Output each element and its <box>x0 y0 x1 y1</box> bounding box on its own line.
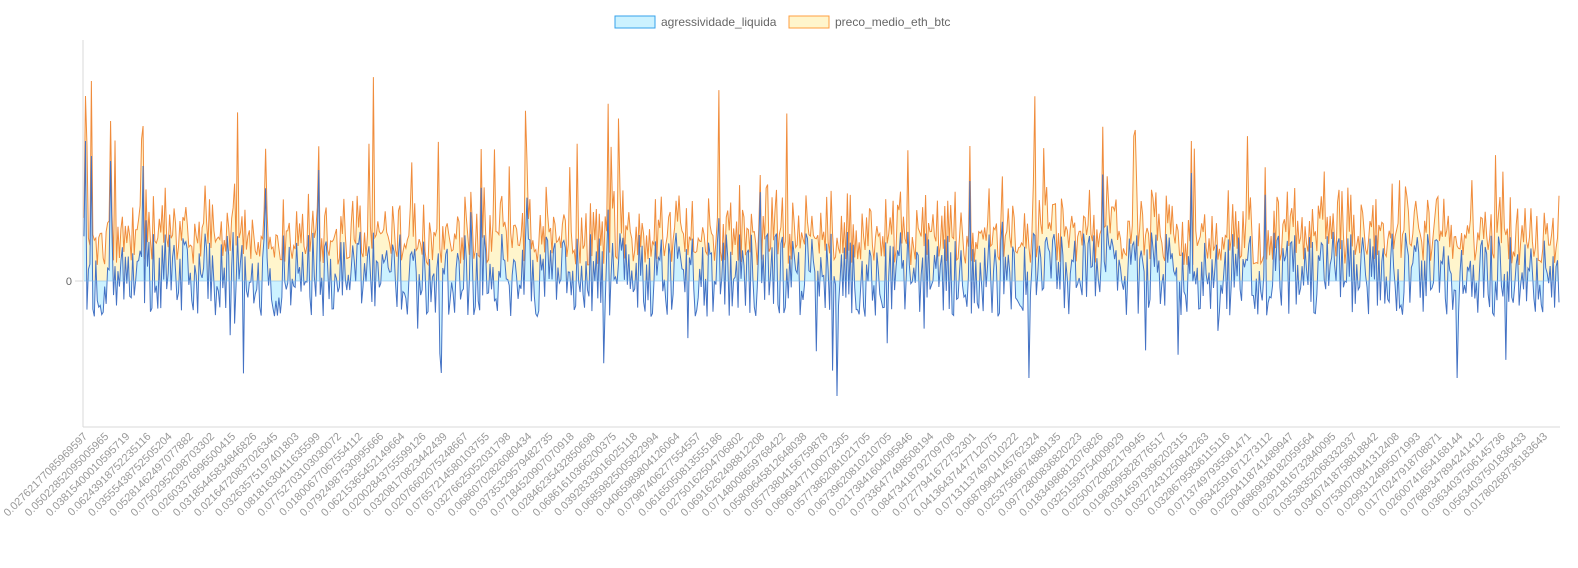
legend-swatch-preco-medio-eth-btc[interactable] <box>788 15 830 29</box>
x-tick-labels: 0.027621770859695970.050228520950059650.… <box>2 431 1551 520</box>
y-tick-label-0: 0 <box>66 276 72 288</box>
y-axis: 0 <box>66 40 84 427</box>
legend-label-preco-medio-eth-btc[interactable]: preco_medio_eth_btc <box>835 15 950 29</box>
series-line-0 <box>83 140 1560 397</box>
legend-swatch-agressividade-liquida[interactable] <box>614 15 656 29</box>
series-layer <box>83 77 1560 397</box>
legend-label-agressividade-liquida[interactable]: agressividade_liquida <box>661 15 777 29</box>
legend[interactable]: agressividade_liquida preco_medio_eth_bt… <box>614 15 950 29</box>
series-line-1 <box>83 77 1560 267</box>
